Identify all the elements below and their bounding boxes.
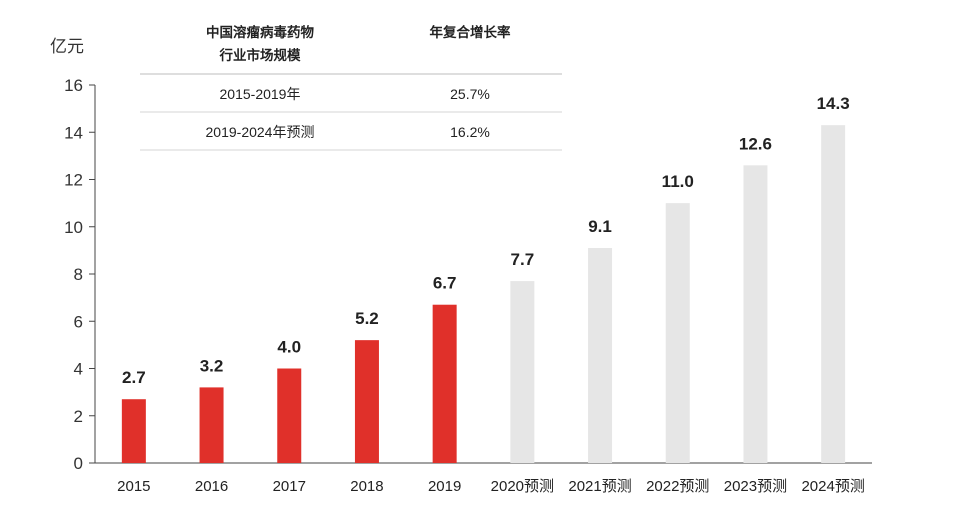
bar-2019: [432, 304, 457, 463]
y-axis-unit-label: 亿元: [50, 37, 84, 56]
y-tick-label: 16: [64, 76, 83, 95]
value-label-2019: 6.7: [433, 274, 457, 293]
bar-2022预测: [665, 203, 690, 463]
bar-2015: [121, 399, 146, 463]
x-tick-label-2016: 2016: [195, 478, 228, 495]
table-row-2-cagr: 16.2%: [450, 124, 490, 140]
bar-2020预测: [510, 281, 535, 463]
bars-group: [121, 125, 846, 463]
x-tick-label-2020预测: 2020预测: [491, 478, 554, 495]
x-tick-label-2024预测: 2024预测: [801, 478, 864, 495]
x-tick-label-2018: 2018: [350, 478, 383, 495]
table-header-market-size-line2: 行业市场规模: [219, 47, 301, 63]
y-tick-label: 8: [74, 265, 83, 284]
y-tick-label: 10: [64, 218, 83, 237]
x-tick-label-2019: 2019: [428, 478, 461, 495]
bar-2023预测: [743, 165, 768, 463]
value-label-2017: 4.0: [277, 338, 301, 357]
cagr-table: 中国溶瘤病毒药物 行业市场规模 年复合增长率 2015-2019年 25.7% …: [140, 24, 562, 151]
value-label-2020预测: 7.7: [511, 250, 535, 269]
value-label-2023预测: 12.6: [739, 134, 772, 153]
bar-2017: [277, 368, 302, 463]
bar-2018: [354, 340, 379, 463]
y-tick-label: 6: [74, 312, 83, 331]
y-tick-label: 2: [74, 407, 83, 426]
table-row-1-period: 2015-2019年: [220, 86, 301, 102]
y-axis-ticks: 0 2 4 6 8 10 12 14 16: [64, 76, 95, 473]
table-row-2-period: 2019-2024年预测: [206, 124, 315, 140]
value-labels-group: 2.7 3.2 4.0 5.2 6.7 7.7 9.1 11.0 12.6 14.3: [122, 94, 850, 387]
y-tick-label: 4: [74, 360, 83, 379]
table-header-cagr: 年复合增长率: [430, 24, 511, 40]
y-tick-label: 0: [74, 454, 83, 473]
value-label-2024预测: 14.3: [817, 94, 850, 113]
y-tick-label: 14: [64, 123, 83, 142]
bar-2024预测: [821, 125, 846, 463]
x-axis-labels-group: 2015 2016 2017 2018 2019 2020预测 2021预测 2022预测 20…: [117, 478, 865, 495]
value-label-2021预测: 9.1: [588, 217, 612, 236]
table-row-1-cagr: 25.7%: [450, 86, 490, 102]
x-tick-label-2021预测: 2021预测: [568, 478, 631, 495]
value-label-2022预测: 11.0: [662, 172, 694, 191]
bar-2021预测: [588, 248, 613, 463]
x-tick-label-2023预测: 2023预测: [724, 478, 787, 495]
bar-2016: [199, 387, 224, 463]
x-tick-label-2015: 2015: [117, 478, 150, 495]
x-tick-label-2022预测: 2022预测: [646, 478, 709, 495]
value-label-2016: 3.2: [200, 356, 224, 375]
value-label-2018: 5.2: [355, 309, 379, 328]
x-tick-label-2017: 2017: [273, 478, 306, 495]
y-tick-label: 12: [64, 171, 83, 190]
value-label-2015: 2.7: [122, 368, 146, 387]
table-header-market-size-line1: 中国溶瘤病毒药物: [206, 24, 314, 40]
